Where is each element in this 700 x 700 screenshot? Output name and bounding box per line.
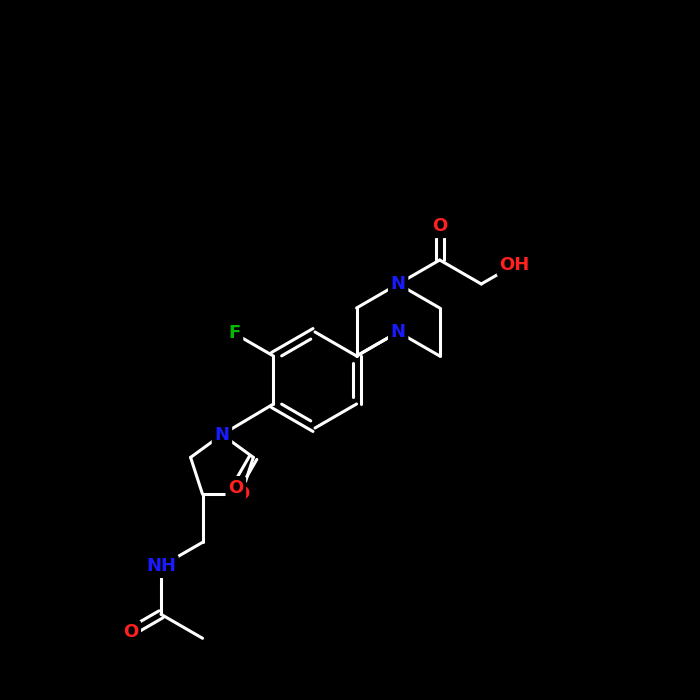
Text: NH: NH [146, 557, 176, 575]
Text: OH: OH [499, 256, 530, 274]
Text: N: N [214, 426, 230, 444]
Text: O: O [123, 623, 139, 640]
Text: O: O [234, 485, 249, 503]
Text: N: N [391, 275, 405, 293]
Text: F: F [228, 325, 241, 342]
Text: N: N [391, 323, 405, 341]
Text: O: O [228, 479, 244, 497]
Text: O: O [432, 218, 447, 235]
